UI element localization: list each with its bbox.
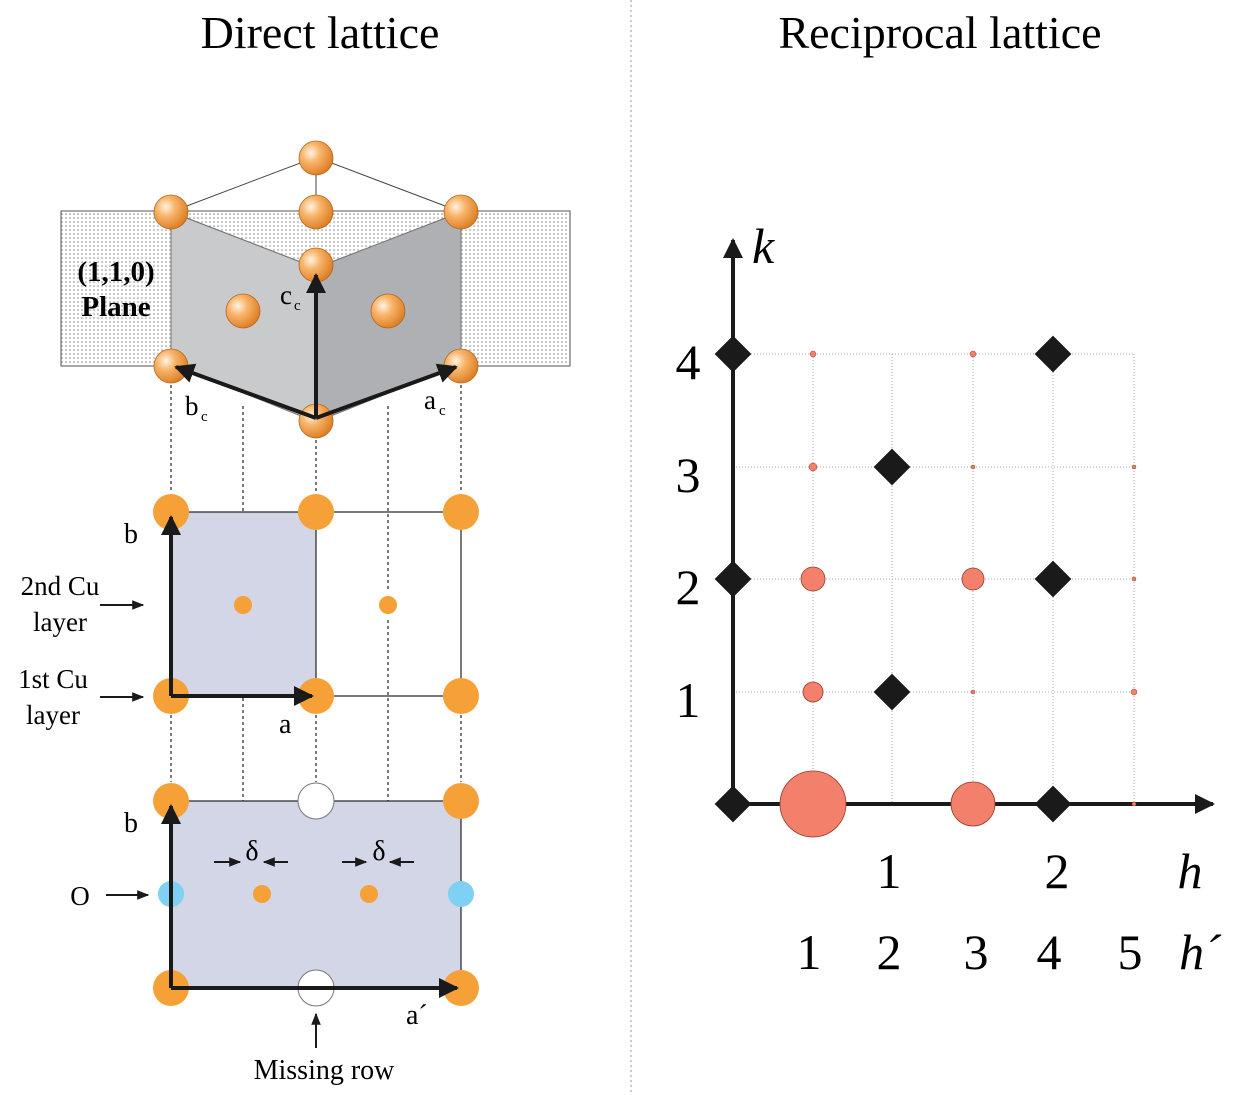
cu-atom-displaced bbox=[360, 885, 378, 903]
label-ac-sub: c bbox=[439, 403, 446, 419]
cu-atom-sphere bbox=[370, 293, 406, 329]
plane-label-2: Plane bbox=[81, 291, 150, 323]
label-bc: b bbox=[185, 391, 199, 421]
reciprocal-lattice-diagram: k h h´ 1 2 3 4 1 2 1 2 3 4 5 bbox=[676, 218, 1223, 980]
delta-label: δ bbox=[245, 836, 258, 867]
bulk-peak-marker bbox=[714, 560, 752, 598]
k-tick-label: 1 bbox=[676, 672, 701, 728]
cu-atom-1st-layer bbox=[443, 678, 479, 714]
label-ac: a bbox=[424, 385, 436, 415]
cu-atom-sphere bbox=[298, 140, 334, 176]
superstructure-peak bbox=[808, 462, 818, 472]
layer1-label-1: 1st Cu bbox=[18, 664, 88, 694]
cu-atom-1st-layer bbox=[443, 494, 479, 530]
bulk-peak-marker bbox=[714, 335, 752, 373]
bulk-peak-marker bbox=[714, 785, 752, 823]
k-tick-label: 4 bbox=[676, 334, 701, 390]
cu-atom-sphere bbox=[153, 194, 189, 230]
cu-atom bbox=[443, 783, 479, 819]
cu-atom-sphere bbox=[443, 194, 479, 230]
h-prime-tick-label: 3 bbox=[964, 924, 989, 980]
layer2-label-1: 2nd Cu bbox=[21, 571, 100, 601]
cu-atom-sphere bbox=[225, 293, 261, 329]
bulk-peak-marker bbox=[1034, 560, 1072, 598]
h-prime-axis-label: h´ bbox=[1179, 924, 1222, 980]
k-axis-label: k bbox=[752, 218, 775, 274]
cu-atom-displaced bbox=[253, 885, 271, 903]
h-prime-tick-label: 1 bbox=[797, 924, 822, 980]
label-b-recon: b bbox=[124, 808, 138, 839]
layer1-label-2: layer bbox=[26, 700, 80, 730]
cu-atom-sphere bbox=[153, 348, 189, 384]
label-cc: c bbox=[280, 280, 292, 310]
label-cc-sub: c bbox=[294, 298, 301, 314]
oxygen-atom bbox=[448, 881, 474, 907]
reciprocal-grid bbox=[733, 353, 1135, 804]
missing-atom bbox=[297, 782, 335, 820]
cu-atom-2nd-layer bbox=[379, 596, 397, 614]
label-a: a bbox=[279, 709, 292, 740]
superstructure-peak bbox=[802, 681, 824, 703]
superstructure-peak bbox=[970, 464, 976, 470]
unit-cell-3d: (1,1,0) Plane c c b c a c bbox=[60, 140, 571, 439]
h-prime-tick-label: 5 bbox=[1118, 924, 1143, 980]
cu-atom-1st-layer bbox=[298, 494, 334, 530]
k-tick-label: 3 bbox=[676, 447, 701, 503]
h-tick-label: 1 bbox=[877, 843, 902, 899]
h-prime-tick-label: 2 bbox=[877, 924, 902, 980]
superstructure-peak bbox=[1131, 576, 1137, 582]
plane-label-1: (1,1,0) bbox=[77, 256, 154, 288]
label-bc-sub: c bbox=[201, 409, 208, 425]
h-axis-label: h bbox=[1178, 843, 1203, 899]
reciprocal-lattice-title: Reciprocal lattice bbox=[778, 7, 1101, 58]
label-b: b bbox=[124, 519, 138, 550]
delta-label: δ bbox=[372, 836, 385, 867]
vector-ac bbox=[315, 363, 458, 420]
superstructure-peak bbox=[961, 567, 985, 591]
cu-atom-2nd-layer bbox=[234, 596, 252, 614]
k-tick-label: 2 bbox=[676, 559, 701, 615]
h-tick-label: 2 bbox=[1045, 843, 1070, 899]
label-a-prime: a´ bbox=[406, 1000, 428, 1031]
oxygen-label: O bbox=[70, 881, 90, 911]
bulk-peak-marker bbox=[873, 448, 911, 486]
direct-lattice-title: Direct lattice bbox=[201, 7, 440, 58]
superstructure-peak bbox=[1131, 464, 1137, 470]
superstructure-peak bbox=[779, 770, 847, 838]
superstructure-peak bbox=[950, 781, 996, 827]
bulk-peak-marker bbox=[1034, 785, 1072, 823]
layer2-label-2: layer bbox=[33, 607, 87, 637]
bulk-peak-marker bbox=[1034, 335, 1072, 373]
bulk-peaks bbox=[714, 335, 1072, 823]
missing-row-label: Missing row bbox=[254, 1055, 396, 1086]
superstructure-peak bbox=[970, 689, 976, 695]
superstructure-peak bbox=[969, 350, 977, 358]
bulk-surface-cell: b a 2nd Cu layer 1st Cu layer bbox=[18, 494, 479, 740]
h-prime-tick-label: 4 bbox=[1037, 924, 1062, 980]
vector-bc bbox=[174, 363, 317, 420]
superstructure-peak bbox=[800, 566, 826, 592]
superstructure-peak bbox=[809, 350, 817, 358]
reconstructed-cell bbox=[170, 800, 462, 989]
superstructure-peak bbox=[1130, 688, 1138, 696]
bulk-peak-marker bbox=[873, 673, 911, 711]
cu-atom-sphere bbox=[443, 348, 479, 384]
cu-atom-sphere bbox=[298, 194, 334, 230]
superstructure-peak bbox=[1131, 801, 1137, 807]
missing-row-cell: b a´ δ δ O Missing row bbox=[70, 782, 479, 1086]
